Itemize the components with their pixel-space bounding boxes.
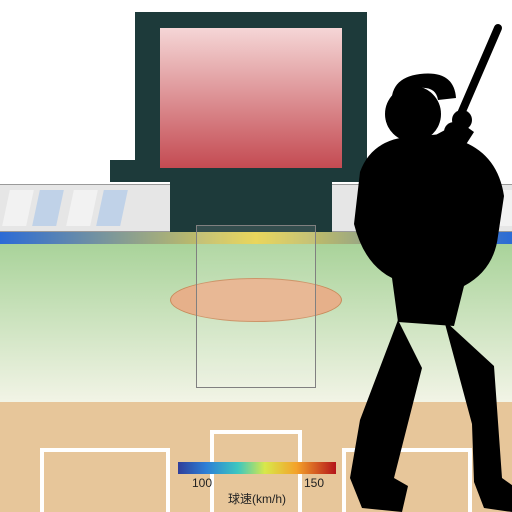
batter-silhouette: [0, 0, 512, 512]
